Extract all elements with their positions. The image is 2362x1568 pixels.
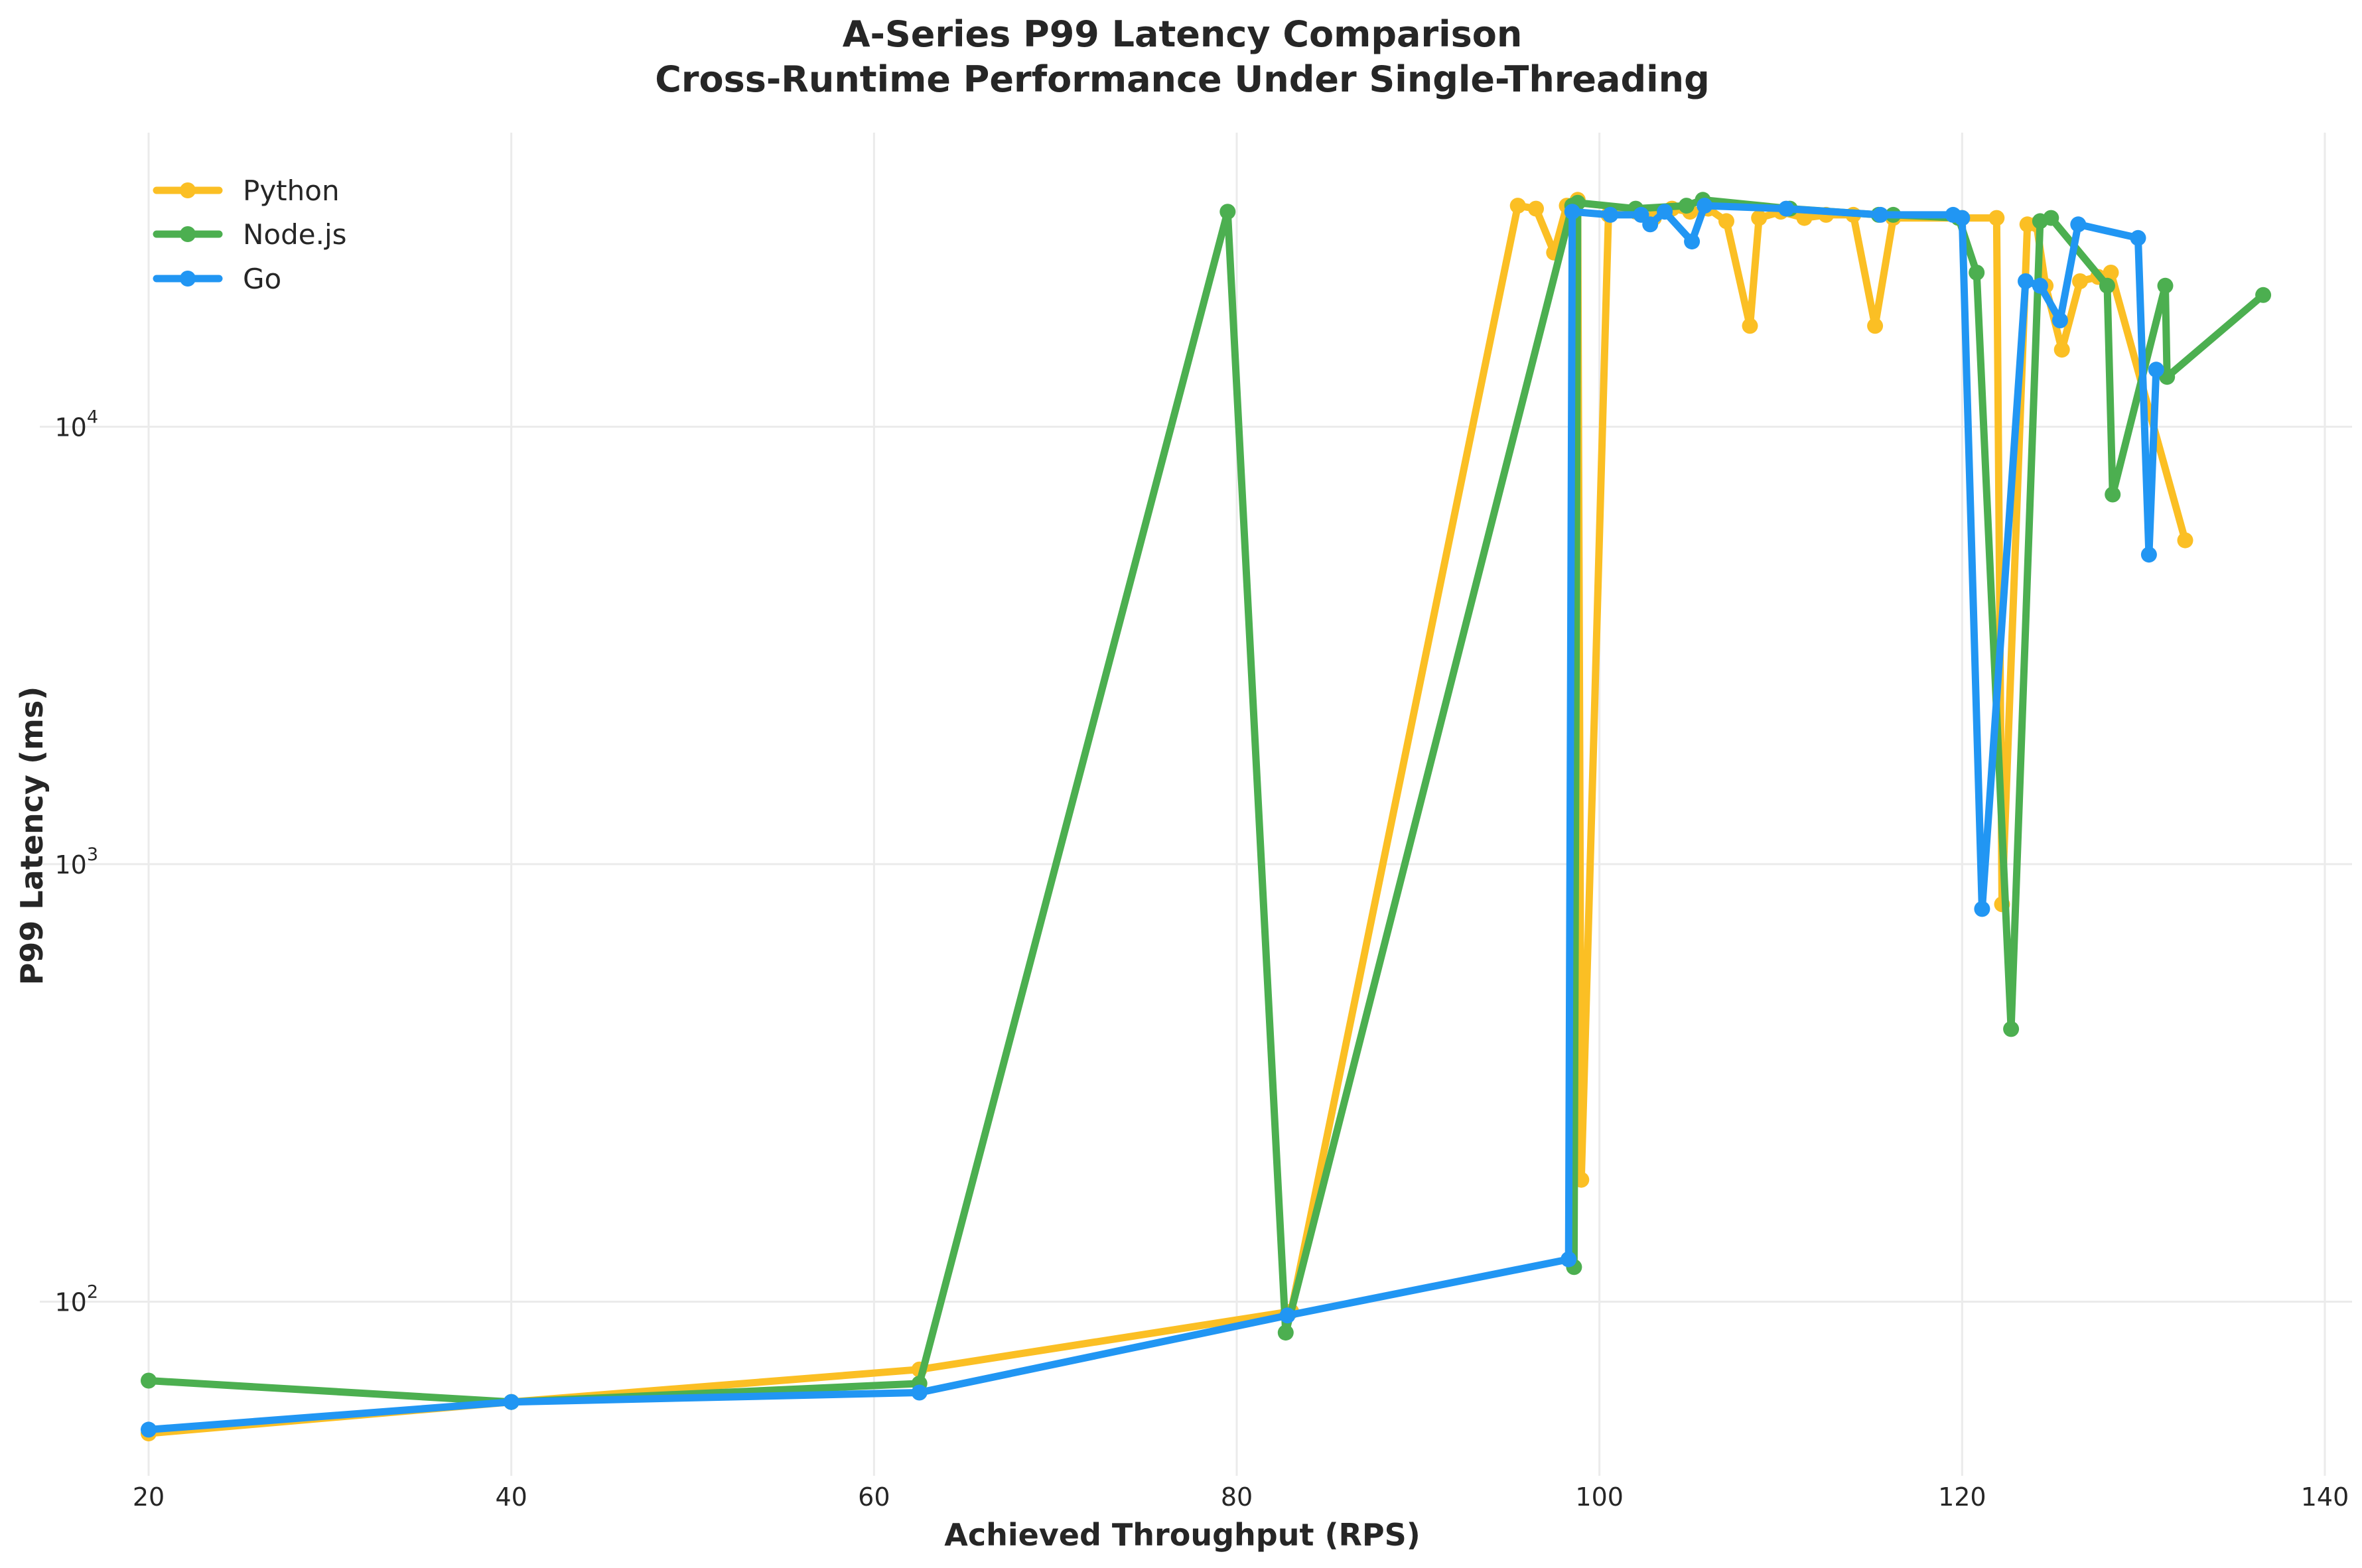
data-point-nodejs	[2255, 287, 2272, 303]
data-point-nodejs	[1969, 265, 1985, 281]
x-tick-label: 40	[495, 1482, 527, 1512]
series-go	[141, 198, 2164, 1438]
x-axis-label: Achieved Throughput (RPS)	[944, 1517, 1421, 1553]
series-group	[141, 192, 2272, 1442]
data-point-python	[1528, 200, 1544, 217]
data-point-go	[1697, 198, 1713, 214]
data-point-go	[503, 1394, 520, 1410]
data-point-nodejs	[2105, 486, 2121, 503]
x-tick-label: 80	[1221, 1482, 1253, 1512]
data-point-go	[1602, 206, 1619, 223]
data-point-go	[2018, 273, 2034, 289]
data-point-go	[2051, 312, 2068, 328]
data-point-python	[2177, 532, 2193, 549]
x-tick-label: 20	[133, 1482, 165, 1512]
y-tick-label: 103	[54, 844, 98, 880]
legend-python-marker	[180, 182, 196, 198]
data-point-python	[1509, 198, 1526, 214]
data-point-nodejs	[2157, 277, 2174, 294]
data-point-go	[1279, 1307, 1296, 1324]
legend-python-label: Python	[243, 174, 340, 207]
data-point-go	[141, 1421, 157, 1438]
y-tick-label: 104	[54, 407, 98, 442]
data-point-go	[1684, 233, 1701, 250]
data-point-go	[2070, 216, 2087, 233]
data-point-go	[1974, 901, 1990, 917]
data-point-go	[1642, 216, 1659, 233]
data-point-python	[1796, 210, 1813, 226]
legend-go-label: Go	[243, 263, 281, 295]
chart-title-line2: Cross-Runtime Performance Under Single-T…	[655, 58, 1710, 100]
series-line-go	[145, 202, 2160, 1433]
data-point-go	[911, 1384, 928, 1401]
data-point-nodejs	[2099, 277, 2115, 294]
data-point-python	[1988, 210, 2005, 226]
data-point-go	[2130, 229, 2146, 246]
legend-go-marker	[180, 271, 196, 287]
x-tick-label: 120	[1938, 1482, 1986, 1512]
data-point-go	[2140, 547, 2157, 563]
data-point-python	[2053, 342, 2070, 358]
data-point-nodejs	[1219, 204, 1236, 220]
data-point-python	[1751, 210, 1768, 226]
data-point-go	[1778, 200, 1795, 217]
data-point-python	[1718, 213, 1734, 229]
y-axis-label: P99 Latency (ms)	[14, 686, 50, 986]
data-point-go	[2032, 277, 2048, 294]
data-point-go	[1657, 204, 1673, 220]
tick-labels: 20 40 60 80 100 120 140 102 103 104	[54, 407, 2349, 1512]
data-point-nodejs	[2043, 210, 2059, 226]
legend-nodejs-label: Node.js	[243, 218, 347, 251]
data-point-python	[2072, 273, 2088, 289]
legend: Python Node.js Go	[153, 174, 347, 295]
data-point-python	[1742, 318, 1758, 334]
data-point-go	[1561, 1251, 1577, 1268]
data-point-nodejs	[1678, 198, 1695, 214]
data-point-go	[1564, 204, 1580, 220]
x-tick-label: 140	[2301, 1482, 2349, 1512]
data-point-go	[2148, 361, 2164, 378]
data-point-python	[1867, 318, 1884, 334]
x-tick-label: 60	[858, 1482, 890, 1512]
data-point-nodejs	[2003, 1021, 2020, 1037]
chart-title-line1: A-Series P99 Latency Comparison	[843, 13, 1523, 55]
data-point-python	[2103, 265, 2119, 281]
y-tick-label: 102	[54, 1282, 98, 1317]
data-point-nodejs	[1277, 1325, 1294, 1341]
legend-nodejs-marker	[180, 226, 196, 242]
data-point-go	[1954, 210, 1971, 226]
x-tick-label: 100	[1575, 1482, 1624, 1512]
data-point-go	[1872, 206, 1889, 223]
data-point-nodejs	[141, 1372, 157, 1389]
